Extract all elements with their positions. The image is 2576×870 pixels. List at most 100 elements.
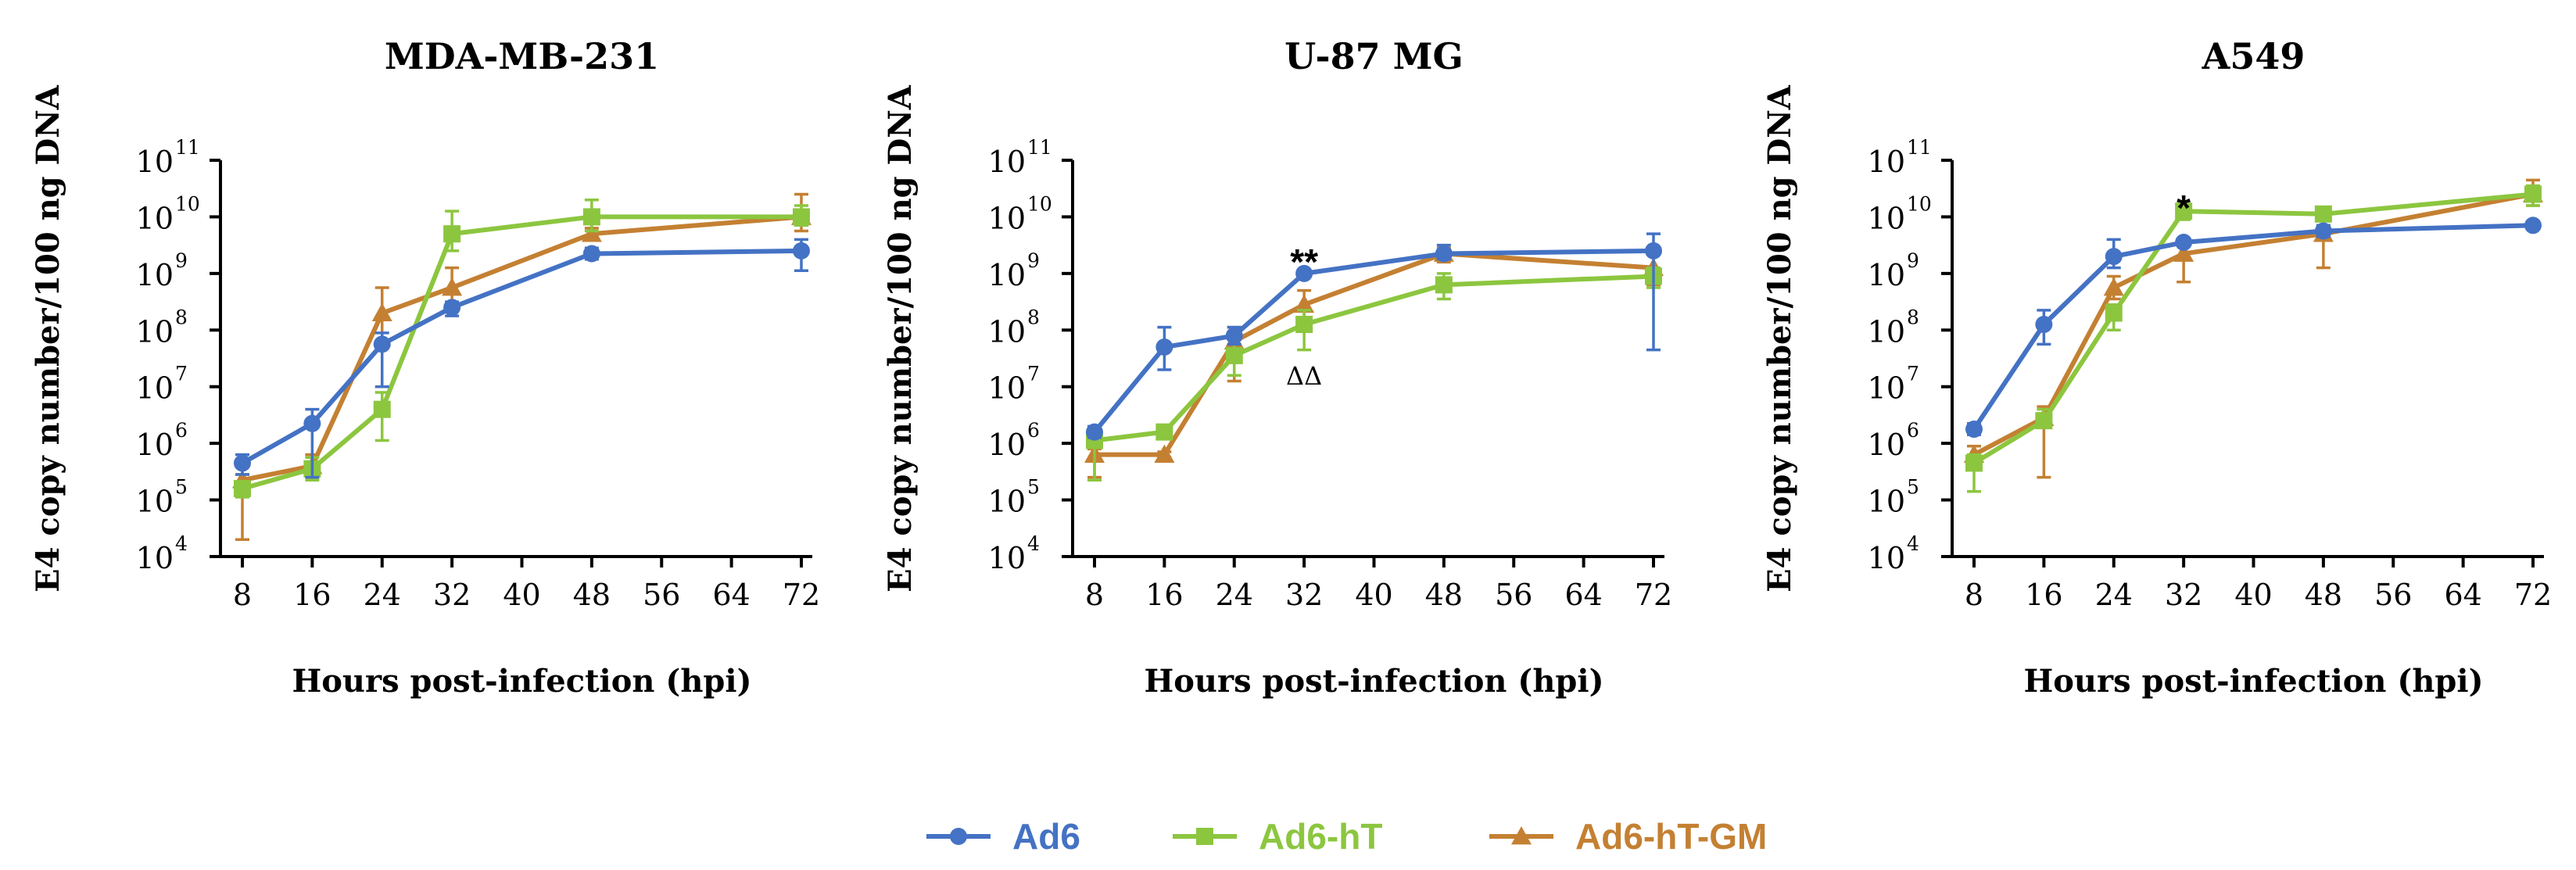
data-point [2175, 202, 2193, 220]
series-ad6-ht-gm [232, 192, 811, 542]
series-line [242, 214, 801, 491]
data-point [2314, 222, 2332, 240]
data-point [1086, 423, 1103, 441]
y-tick-label: 10 [136, 258, 174, 292]
x-tick-label: 72 [783, 578, 820, 612]
data-point [1295, 264, 1313, 282]
data-point [582, 208, 600, 226]
y-tick-exponent: 10 [1027, 192, 1052, 215]
legend: Ad6 Ad6-hT Ad6-hT-GM [926, 816, 1767, 857]
legend-label: Ad6 [1012, 816, 1080, 857]
series-line [1092, 248, 1654, 434]
data-point [1294, 294, 1315, 313]
y-tick-exponent: 9 [1027, 249, 1040, 272]
y-tick-label: 10 [1868, 201, 1905, 235]
data-point [373, 400, 391, 418]
y-tick-exponent: 6 [1907, 419, 1919, 442]
data-point [1295, 316, 1313, 334]
x-tick-label: 56 [1495, 578, 1532, 612]
data-point [1435, 276, 1453, 294]
y-tick-label: 10 [988, 258, 1026, 292]
y-tick-label: 10 [136, 541, 174, 575]
y-tick-label: 10 [1868, 541, 1905, 575]
data-point [371, 303, 392, 321]
series-ad6 [1086, 232, 1662, 441]
significance-annotation: * [2177, 188, 2191, 228]
x-tick-label: 56 [643, 578, 680, 612]
series-line [1972, 192, 2534, 466]
series-ad6 [1965, 217, 2542, 439]
y-tick-exponent: 11 [1027, 136, 1052, 159]
data-point [793, 242, 810, 260]
x-axis-label: Hours post-infection (hpi) [1144, 663, 1603, 700]
data-point [303, 414, 321, 432]
data-point [1435, 245, 1453, 263]
x-tick-label: 64 [712, 578, 750, 612]
significance-annotation: ΔΔ [1286, 361, 1322, 391]
data-point [1965, 454, 1983, 472]
y-tick-label: 10 [1868, 258, 1905, 292]
data-point [2175, 234, 2193, 252]
x-tick-label: 64 [2444, 578, 2481, 612]
y-tick-exponent: 7 [1907, 363, 1919, 385]
data-point [2035, 316, 2053, 334]
y-tick-label: 10 [988, 314, 1026, 349]
data-point [2105, 248, 2123, 266]
data-point [1154, 444, 1175, 464]
legend-marker [1196, 828, 1213, 845]
x-tick-label: 64 [1564, 578, 1602, 612]
x-tick-label: 16 [293, 578, 331, 612]
y-tick-exponent: 4 [175, 532, 188, 555]
series-ad6-ht [1086, 266, 1662, 482]
y-tick-label: 10 [1868, 314, 1905, 349]
x-tick-label: 40 [1355, 578, 1392, 612]
data-point [2103, 277, 2124, 296]
x-tick-label: 8 [1965, 578, 1983, 612]
series-line [241, 248, 802, 466]
x-tick-label: 40 [2234, 578, 2272, 612]
x-tick-label: 32 [2165, 578, 2202, 612]
series-line [242, 214, 802, 483]
legend-label: Ad6-hT [1259, 816, 1382, 857]
y-tick-exponent: 6 [1027, 419, 1040, 442]
x-tick-label: 16 [1145, 578, 1183, 612]
legend-item-ad6: Ad6 [926, 816, 1080, 857]
series-line [1972, 192, 2534, 457]
y-tick-exponent: 8 [1027, 306, 1040, 328]
data-point [234, 454, 251, 472]
y-tick-exponent: 5 [1907, 476, 1919, 499]
y-tick-exponent: 10 [1907, 192, 1932, 215]
y-tick-label: 10 [988, 371, 1026, 406]
y-tick-exponent: 4 [1027, 532, 1040, 555]
y-tick-exponent: 9 [175, 249, 188, 272]
y-tick-label: 10 [136, 428, 174, 462]
legend-item-ad6-ht: Ad6-hT [1173, 816, 1382, 857]
chart-title: A549 [2202, 35, 2306, 77]
legend-marker [1511, 826, 1532, 845]
y-tick-label: 10 [1868, 428, 1905, 462]
significance-annotation: ** [1290, 242, 1318, 282]
y-tick-label: 10 [136, 485, 174, 519]
y-tick-exponent: 8 [175, 306, 188, 328]
series-ad6 [234, 238, 810, 479]
legend-marker [950, 828, 967, 845]
data-point [1645, 242, 1662, 260]
y-tick-exponent: 11 [175, 136, 200, 159]
y-tick-exponent: 10 [175, 192, 200, 215]
x-tick-label: 24 [2095, 578, 2133, 612]
y-axis-label: E4 copy number/100 ng DNA [1761, 84, 1798, 593]
x-tick-label: 8 [1085, 578, 1104, 612]
data-point [1965, 421, 1983, 439]
x-tick-label: 72 [1635, 578, 1672, 612]
y-tick-exponent: 6 [175, 419, 188, 442]
y-tick-label: 10 [988, 541, 1026, 575]
data-point [2314, 205, 2332, 223]
data-point [582, 245, 600, 263]
chart-title: U-87 MG [1284, 35, 1464, 77]
data-point [1225, 327, 1243, 345]
